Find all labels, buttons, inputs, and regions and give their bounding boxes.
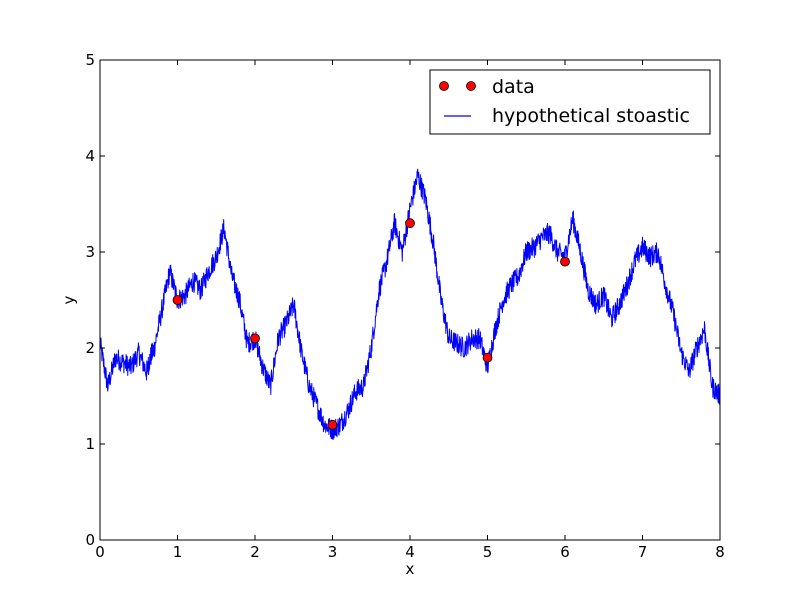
ticks-layer: 0 1 2 3 4 5 6 7 8 0 1 2 3 4 5	[85, 51, 724, 561]
legend-marker-data-1	[439, 81, 449, 91]
plot-area	[100, 60, 720, 540]
y-tick-label: 3	[85, 243, 95, 261]
y-tick-label: 4	[85, 147, 95, 165]
x-tick-label: 8	[715, 543, 725, 561]
legend: data hypothetical stoastic	[429, 69, 711, 135]
legend-marker-data-2	[466, 81, 476, 91]
data-point	[250, 333, 260, 344]
x-axis-label: x	[406, 560, 415, 578]
series-layer	[99, 168, 721, 440]
y-tick-label: 2	[85, 339, 95, 357]
x-tick-label: 3	[328, 543, 338, 561]
data-point	[172, 295, 183, 305]
x-tick-label: 1	[173, 543, 183, 561]
legend-box	[429, 69, 711, 135]
x-tick-label: 7	[638, 543, 648, 561]
x-tick-label: 4	[405, 543, 415, 561]
data-point	[327, 419, 338, 430]
y-axis-label: y	[60, 295, 78, 304]
data-point	[482, 352, 493, 363]
y-tick-label: 1	[85, 435, 95, 453]
x-tick-label: 2	[250, 543, 260, 561]
y-tick-label: 0	[85, 531, 95, 549]
data-point	[560, 256, 570, 267]
legend-label-stochastic: hypothetical stoastic	[492, 105, 690, 127]
x-tick-label: 0	[95, 543, 105, 561]
x-tick-label: 6	[560, 543, 570, 561]
legend-label-data: data	[492, 76, 535, 98]
data-point	[405, 218, 415, 229]
y-tick-label: 5	[85, 51, 95, 69]
x-tick-label: 5	[483, 543, 493, 561]
